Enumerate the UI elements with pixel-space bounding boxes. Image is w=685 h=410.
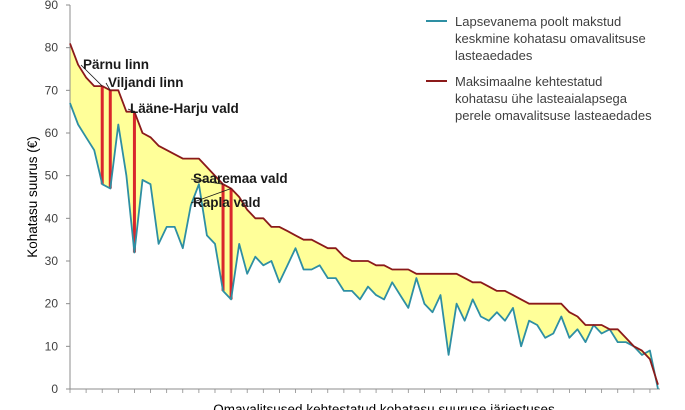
annotation-leader (127, 108, 135, 113)
x-axis-title: Omavalitsused kehtestatud kohatasu suuru… (213, 402, 555, 410)
highlight-bars (100, 86, 233, 300)
annotation-leader (80, 64, 103, 87)
y-tick-label: 30 (45, 254, 59, 268)
y-axis-title: Kohatasu suurus (€) (25, 136, 40, 258)
annotation-label: Lääne-Harju vald (130, 101, 239, 116)
annotation-label: Viljandi linn (108, 75, 184, 90)
y-tick-label: 50 (45, 169, 59, 183)
legend: Lapsevanema poolt makstud keskmine kohata… (426, 14, 652, 123)
annotations: Pärnu linn Viljandi linn Lääne-Harju vald S… (80, 57, 288, 210)
legend-entry-average: Lapsevanema poolt makstud keskmine kohata… (455, 14, 646, 63)
gap-fill-area (70, 43, 658, 390)
annotation-leader (190, 188, 232, 204)
annotation-leader (190, 178, 224, 185)
y-tick-label: 0 (51, 382, 58, 396)
annotation-label: Pärnu linn (83, 57, 149, 72)
y-tick-label: 70 (45, 83, 59, 97)
x-tick-marks (69, 389, 651, 393)
legend-entry-maximum: Maksimaalne kehtestatud kohatasu ühe last… (455, 74, 652, 123)
y-tick-label: 80 (45, 41, 59, 55)
axes (69, 5, 660, 390)
y-tick-label: 20 (45, 297, 59, 311)
series-line-average (69, 102, 659, 390)
series-line-maximum (69, 43, 659, 385)
annotation-label: Saaremaa vald (193, 171, 288, 186)
y-tick-label: 10 (45, 339, 59, 353)
y-tick-label: 90 (45, 0, 59, 12)
annotation-leader (105, 82, 111, 91)
y-tick-label: 40 (45, 211, 59, 225)
y-tick-labels: 0 10 20 30 40 50 60 70 80 90 (45, 0, 70, 396)
gap-fill-layer (70, 43, 658, 390)
y-tick-label: 60 (45, 126, 59, 140)
annotation-label: Rapla vald (193, 195, 261, 210)
